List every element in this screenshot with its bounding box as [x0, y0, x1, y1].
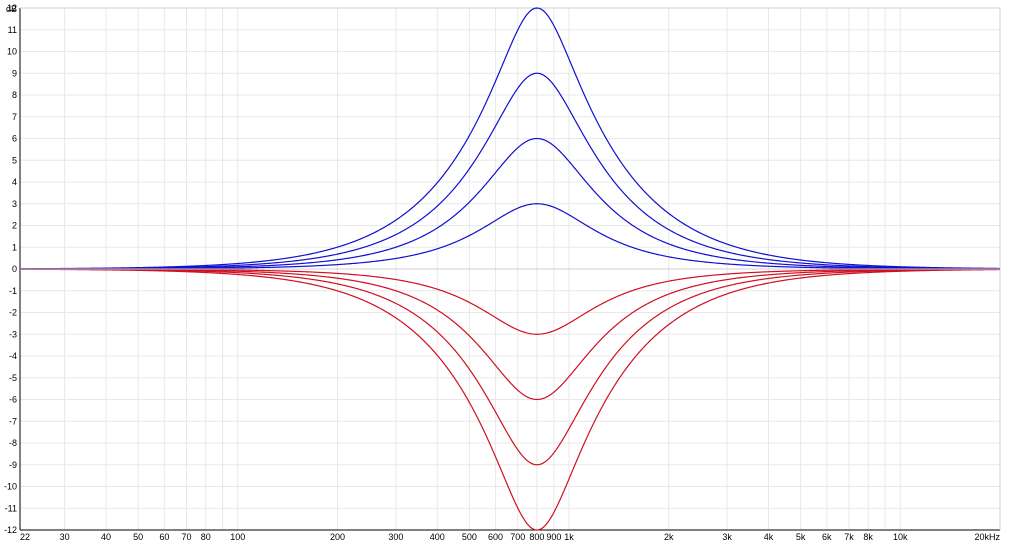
y-tick-label: 1 [12, 242, 17, 252]
y-tick-label: 8 [12, 90, 17, 100]
x-tick-label: 8k [863, 532, 873, 542]
x-tick-label: 60 [159, 532, 169, 542]
x-tick-label: 22 [20, 532, 30, 542]
y-tick-label: 4 [12, 177, 17, 187]
y-tick-label: 9 [12, 68, 17, 78]
y-tick-label: 0 [12, 264, 17, 274]
y-tick-label: -6 [9, 395, 17, 405]
x-tick-label: 40 [101, 532, 111, 542]
eq-response-chart: -12-11-10-9-8-7-6-5-4-3-2-10123456789101… [0, 0, 1024, 542]
y-tick-label: 10 [7, 47, 17, 57]
y-tick-label: -4 [9, 351, 17, 361]
y-axis-unit: dB [6, 4, 17, 14]
x-tick-label: 10k [893, 532, 908, 542]
x-tick-label: 1k [564, 532, 574, 542]
x-tick-label: 30 [60, 532, 70, 542]
x-tick-label: 70 [181, 532, 191, 542]
x-tick-label: 5k [796, 532, 806, 542]
y-tick-label: -3 [9, 329, 17, 339]
y-tick-label: -8 [9, 438, 17, 448]
x-tick-label: 500 [462, 532, 477, 542]
x-tick-label: 20kHz [974, 532, 1000, 542]
y-tick-label: -10 [4, 482, 17, 492]
y-tick-label: -1 [9, 286, 17, 296]
y-tick-label: 2 [12, 221, 17, 231]
x-tick-label: 200 [330, 532, 345, 542]
x-tick-label: 80 [201, 532, 211, 542]
chart-svg: -12-11-10-9-8-7-6-5-4-3-2-10123456789101… [0, 0, 1024, 542]
x-tick-label: 700 [510, 532, 525, 542]
x-tick-label: 400 [430, 532, 445, 542]
y-tick-label: 7 [12, 112, 17, 122]
y-tick-label: 3 [12, 199, 17, 209]
x-tick-label: 2k [664, 532, 674, 542]
y-tick-label: 11 [8, 25, 17, 35]
x-tick-label: 800 [529, 532, 544, 542]
y-tick-label: -5 [9, 373, 17, 383]
x-tick-label: 600 [488, 532, 503, 542]
y-tick-label: 5 [12, 155, 17, 165]
x-tick-label: 100 [230, 532, 245, 542]
x-tick-label: 6k [822, 532, 832, 542]
x-tick-label: 4k [764, 532, 774, 542]
y-tick-label: -12 [4, 525, 17, 535]
x-tick-label: 7k [844, 532, 854, 542]
y-tick-label: -11 [5, 503, 17, 513]
y-tick-label: -7 [9, 416, 17, 426]
x-tick-label: 300 [388, 532, 403, 542]
x-tick-label: 3k [722, 532, 732, 542]
x-tick-label: 50 [133, 532, 143, 542]
y-tick-label: -2 [9, 308, 17, 318]
y-tick-label: -9 [9, 460, 17, 470]
x-tick-label: 900 [546, 532, 561, 542]
y-tick-label: 6 [12, 134, 17, 144]
